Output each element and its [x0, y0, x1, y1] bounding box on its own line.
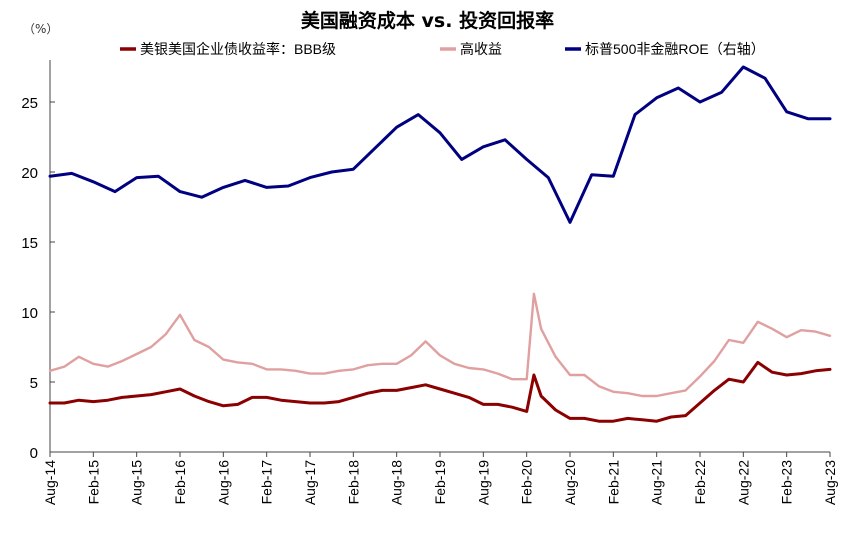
x-tick-label: Aug-20: [562, 460, 578, 505]
y-tick-label: 25: [21, 95, 38, 112]
x-tick-label: Aug-14: [42, 460, 58, 505]
x-tick-label: Aug-21: [649, 460, 665, 505]
x-tick-label: Feb-15: [85, 460, 101, 505]
legend-label-3: 标普500非金融ROE（右轴）: [585, 41, 765, 57]
series-line-2: [48, 292, 832, 398]
y-tick-label: 5: [30, 375, 38, 392]
y-axis-unit: （%）: [23, 22, 59, 36]
x-tick-label: Aug-18: [389, 460, 405, 505]
x-tick-label: Feb-18: [345, 460, 361, 505]
x-tick-label: Aug-22: [735, 460, 751, 505]
series-line-3: [48, 65, 832, 224]
chart-title: 美国融资成本 vs. 投资回报率: [300, 10, 555, 32]
y-tick-label: 10: [21, 305, 38, 322]
x-tick-label: Feb-22: [692, 460, 708, 505]
x-tick-label: Aug-15: [129, 460, 145, 505]
x-tick-label: Feb-19: [432, 460, 448, 505]
x-tick-label: Aug-16: [215, 460, 231, 505]
legend-label-2: 高收益: [460, 41, 502, 57]
x-tick-label: Aug-17: [302, 460, 318, 505]
series-line-1: [48, 360, 832, 423]
x-tick-label: Feb-16: [172, 460, 188, 505]
y-tick-label: 15: [21, 235, 38, 252]
x-tick-label: Aug-19: [475, 460, 491, 505]
x-tick-label: Feb-20: [519, 460, 535, 505]
x-tick-label: Feb-23: [779, 460, 795, 505]
legend-label-1: 美银美国企业债收益率：BBB级: [140, 41, 336, 57]
x-tick-label: Feb-21: [605, 460, 621, 505]
x-tick-label: Feb-17: [259, 460, 275, 505]
y-tick-label: 20: [21, 165, 38, 182]
x-tick-label: Aug-23: [822, 460, 838, 505]
y-tick-label: 0: [30, 445, 38, 462]
